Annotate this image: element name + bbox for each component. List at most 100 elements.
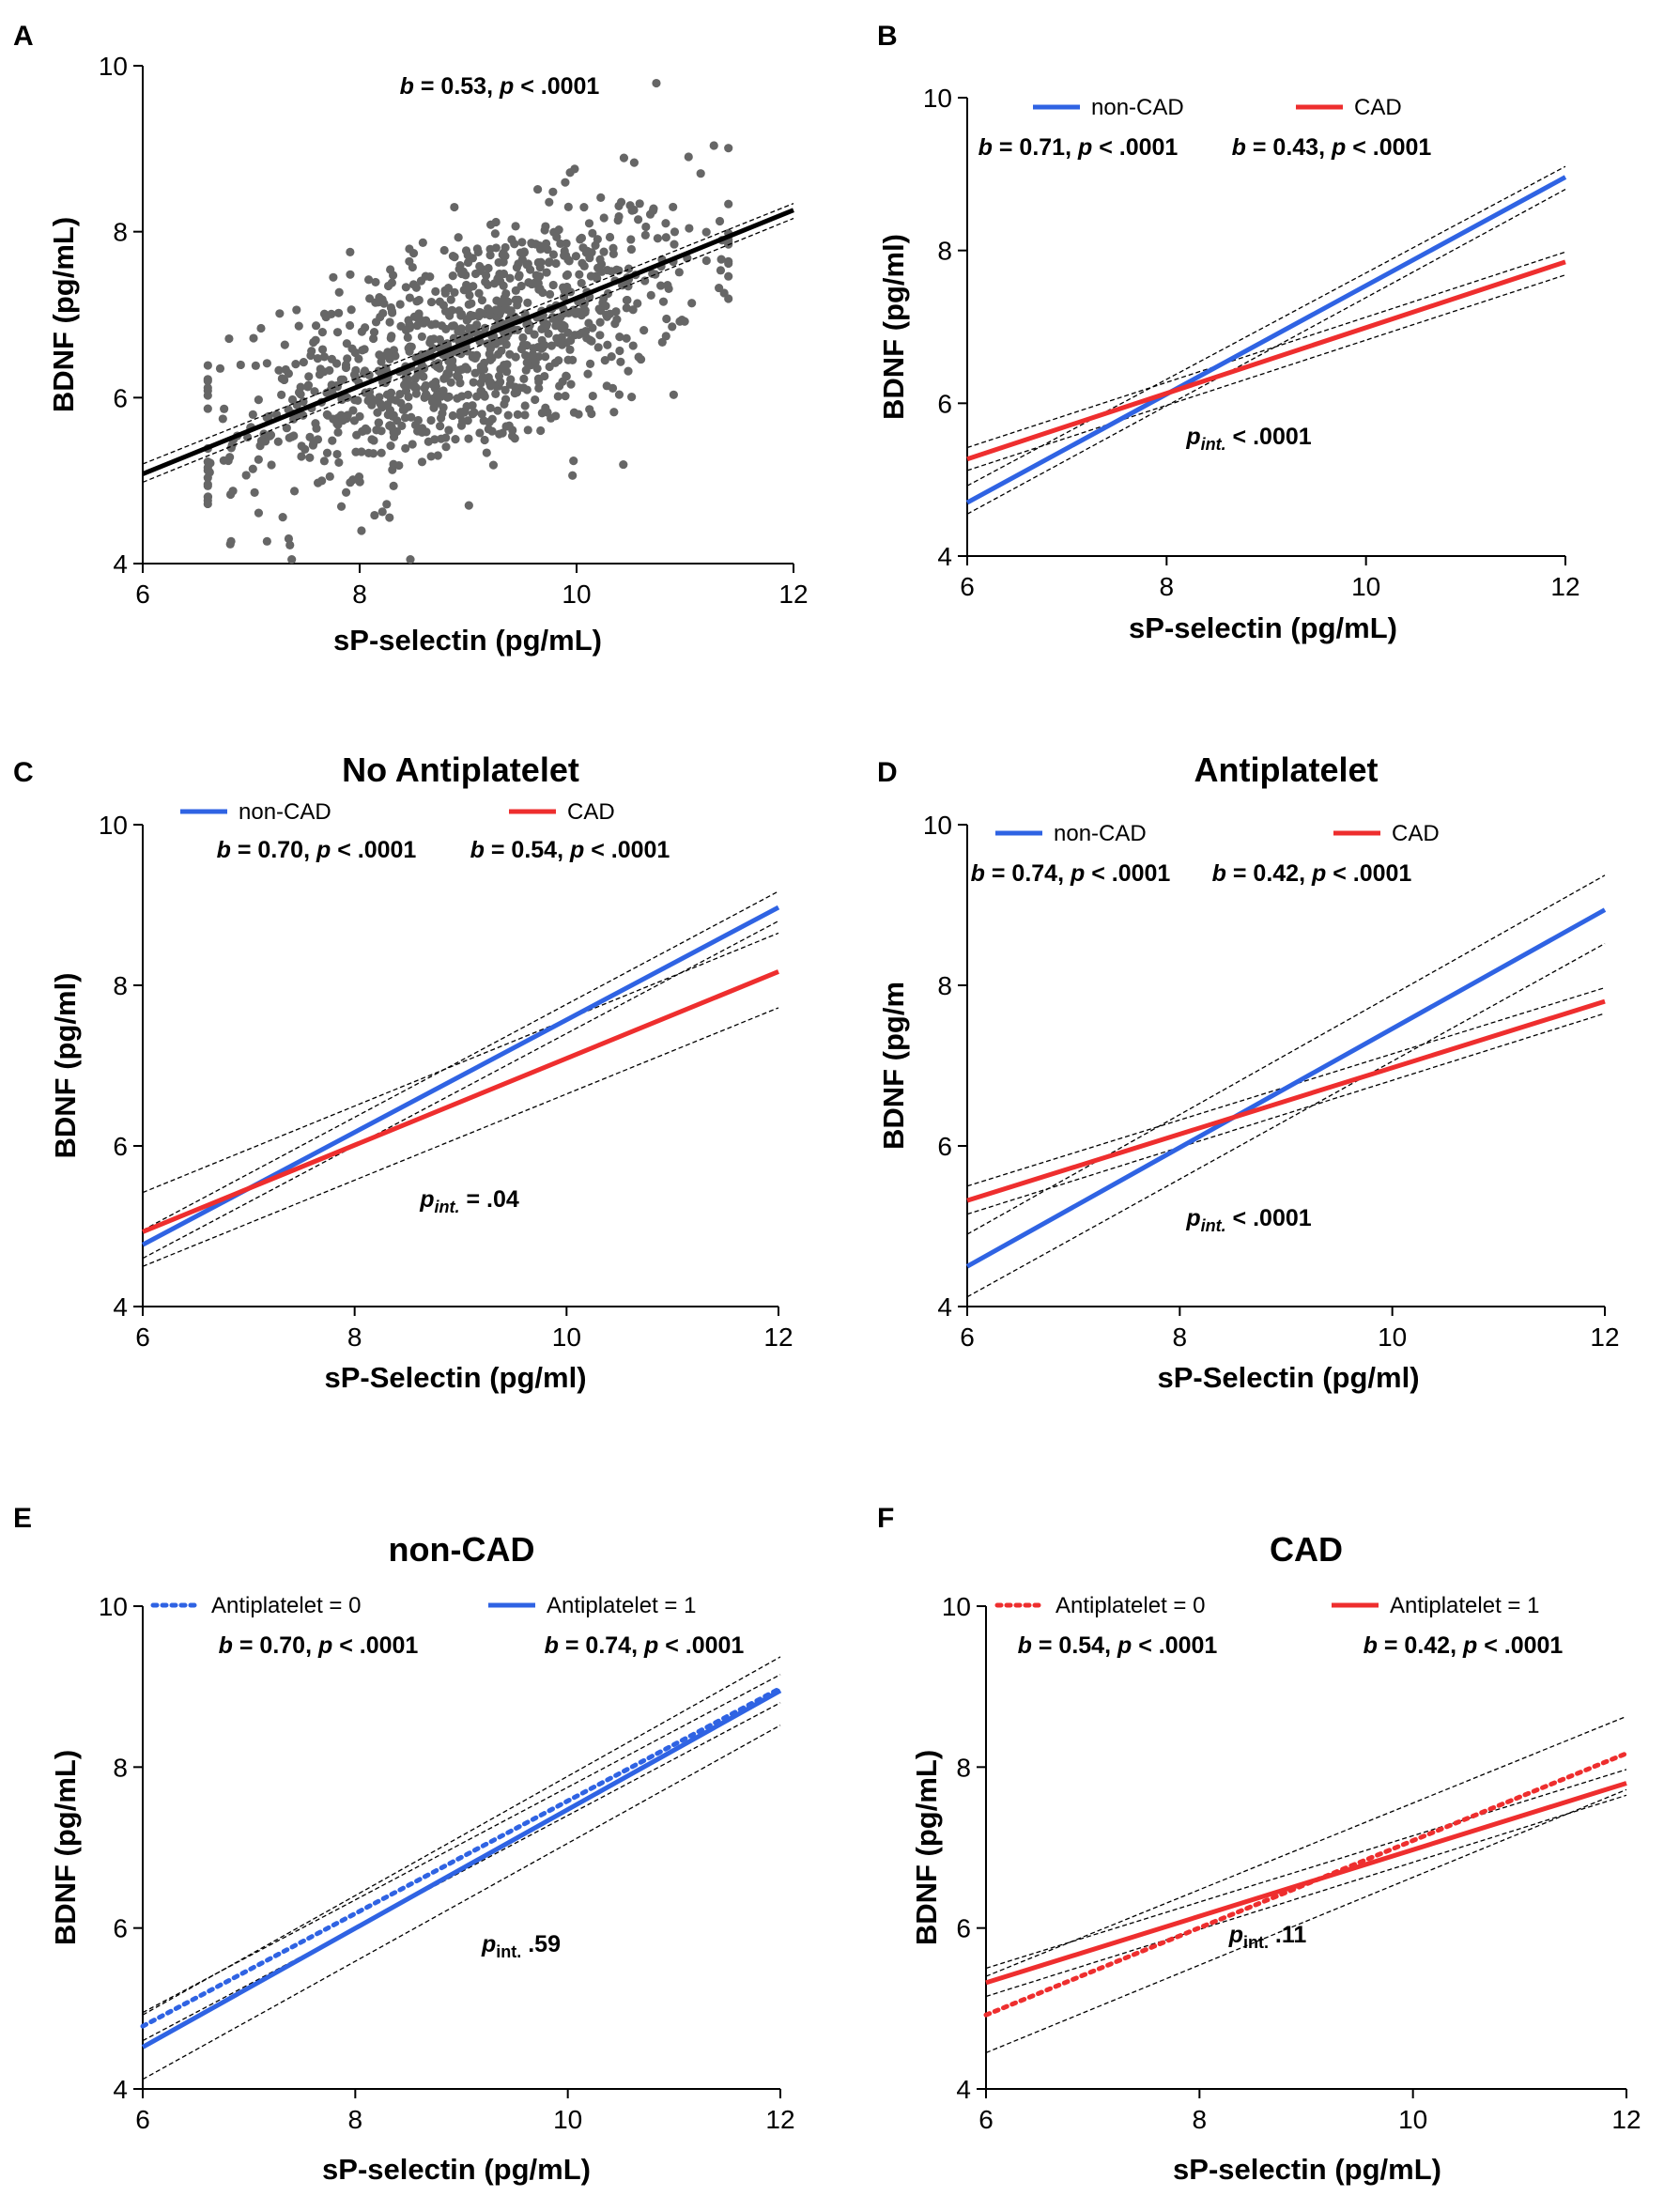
stat-part: p < .0001 bbox=[643, 1632, 744, 1659]
stat-part: b = 0.42 bbox=[1212, 860, 1299, 887]
scatter-point bbox=[256, 323, 266, 333]
y-tick-label: 4 bbox=[956, 2075, 971, 2104]
scatter-point bbox=[497, 346, 506, 355]
scatter-point bbox=[701, 227, 711, 237]
scatter-point bbox=[259, 429, 269, 439]
scatter-point bbox=[601, 302, 610, 311]
scatter-point bbox=[514, 271, 524, 282]
scatter-point bbox=[556, 239, 565, 249]
scatter-point bbox=[446, 378, 455, 387]
scatter-point bbox=[254, 395, 263, 405]
scatter-point bbox=[614, 390, 624, 399]
scatter-point bbox=[475, 261, 485, 271]
scatter-point bbox=[477, 296, 487, 305]
scatter-point bbox=[477, 410, 486, 419]
scatter-point bbox=[596, 193, 606, 202]
scatter-point bbox=[565, 345, 575, 354]
scatter-point bbox=[645, 209, 655, 219]
scatter-point bbox=[662, 314, 671, 324]
scatter-point bbox=[203, 480, 212, 489]
scatter-point bbox=[469, 311, 478, 320]
scatter-point bbox=[724, 271, 733, 281]
scatter-point bbox=[262, 359, 271, 368]
scatter-point bbox=[520, 410, 530, 420]
scatter-point bbox=[382, 390, 393, 399]
scatter-point bbox=[661, 233, 670, 242]
scatter-point bbox=[401, 283, 410, 292]
panel-label: C bbox=[13, 757, 34, 788]
stat-part: p < .0001 bbox=[1117, 1632, 1217, 1659]
scatter-point bbox=[522, 358, 532, 367]
scatter-point bbox=[203, 391, 212, 400]
scatter-point bbox=[640, 276, 650, 286]
x-axis-label: sP-selectin (pg/mL) bbox=[322, 2153, 591, 2186]
scatter-point bbox=[334, 308, 344, 317]
scatter-point bbox=[203, 375, 212, 384]
scatter-point bbox=[347, 305, 356, 315]
x-axis-label: sP-Selectin (pg/ml) bbox=[324, 1361, 586, 1394]
series-1-ci-upper bbox=[142, 1656, 781, 2016]
scatter-point bbox=[306, 350, 316, 361]
scatter-point bbox=[493, 406, 502, 415]
stat-part: b = 0.54 bbox=[470, 837, 558, 863]
scatter-point bbox=[633, 299, 642, 308]
scatter-point bbox=[557, 340, 567, 349]
interaction-value: < .0001 bbox=[1226, 424, 1312, 450]
series-0-ci-upper bbox=[985, 1715, 1627, 1977]
scatter-point bbox=[420, 383, 429, 393]
scatter-point bbox=[495, 270, 504, 279]
legend-label: CAD bbox=[567, 799, 615, 825]
scatter-point bbox=[724, 258, 733, 269]
scatter-point bbox=[369, 449, 378, 458]
scatter-point bbox=[405, 293, 414, 302]
y-axis-label: BDNF (pg/ml) bbox=[877, 234, 910, 420]
scatter-point bbox=[433, 451, 442, 460]
scatter-point bbox=[391, 395, 401, 405]
series-1-ci-lower bbox=[985, 1794, 1627, 1998]
series-0-ci-lower bbox=[142, 1702, 781, 2042]
scatter-point bbox=[401, 443, 410, 453]
scatter-point bbox=[619, 153, 629, 162]
scatter-point bbox=[220, 404, 229, 413]
stat-part: b = 0.70 bbox=[217, 837, 303, 863]
scatter-point bbox=[273, 437, 283, 446]
scatter-point bbox=[628, 341, 638, 350]
scatter-point bbox=[584, 318, 593, 328]
series-1-ci-lower bbox=[966, 1013, 1606, 1215]
scatter-point bbox=[622, 295, 632, 305]
series-1-ci-upper bbox=[985, 1769, 1627, 1970]
scatter-point bbox=[505, 273, 515, 283]
scatter-point bbox=[333, 427, 343, 437]
scatter-point bbox=[403, 333, 412, 342]
scatter-point bbox=[578, 301, 589, 310]
scatter-point bbox=[541, 321, 551, 331]
scatter-point bbox=[609, 408, 619, 417]
series-line-cad bbox=[966, 259, 1566, 462]
scatter-point bbox=[371, 298, 380, 307]
scatter-point bbox=[403, 375, 412, 384]
scatter-point bbox=[547, 341, 557, 350]
panel-label: B bbox=[877, 21, 898, 52]
scatter-point bbox=[426, 297, 437, 307]
panel-label: A bbox=[13, 21, 34, 52]
scatter-point bbox=[299, 358, 308, 367]
scatter-point bbox=[541, 222, 550, 231]
scatter-point bbox=[527, 279, 536, 289]
scatter-point bbox=[383, 400, 393, 410]
scatter-point bbox=[622, 333, 631, 343]
interaction-value: .11 bbox=[1269, 1922, 1306, 1948]
scatter-point bbox=[450, 202, 459, 212]
scatter-point bbox=[608, 383, 618, 393]
scatter-point bbox=[472, 392, 482, 401]
scatter-point bbox=[408, 440, 417, 449]
scatter-point bbox=[254, 508, 264, 518]
scatter-point bbox=[599, 247, 609, 256]
series-line-cad bbox=[966, 998, 1606, 1203]
scatter-point bbox=[361, 323, 370, 333]
scatter-point bbox=[322, 448, 332, 457]
scatter-point bbox=[348, 406, 358, 415]
scatter-point bbox=[297, 441, 306, 451]
